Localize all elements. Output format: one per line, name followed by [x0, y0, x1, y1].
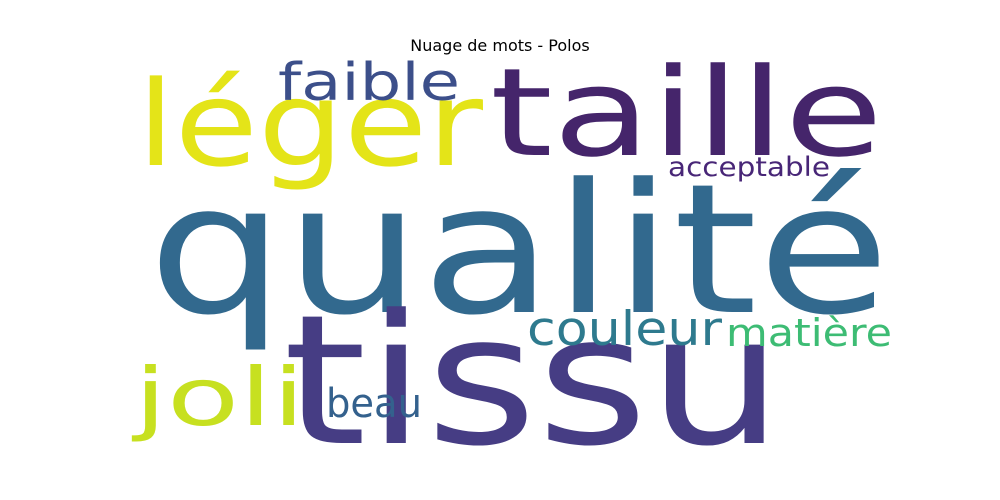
- word-beau: beau: [326, 381, 422, 427]
- word-acceptable: acceptable: [668, 152, 830, 183]
- word-taille: taille: [490, 42, 883, 184]
- word-tissu: tissu: [283, 277, 783, 486]
- word-couleur: couleur: [527, 302, 723, 357]
- word-faible: faible: [278, 53, 460, 113]
- word-qualité: qualité: [148, 146, 890, 355]
- word-matière: matière: [726, 311, 892, 355]
- word-léger: léger: [137, 55, 484, 193]
- chart-title: Nuage de mots - Polos: [410, 36, 590, 55]
- word-joli: joli: [131, 351, 305, 444]
